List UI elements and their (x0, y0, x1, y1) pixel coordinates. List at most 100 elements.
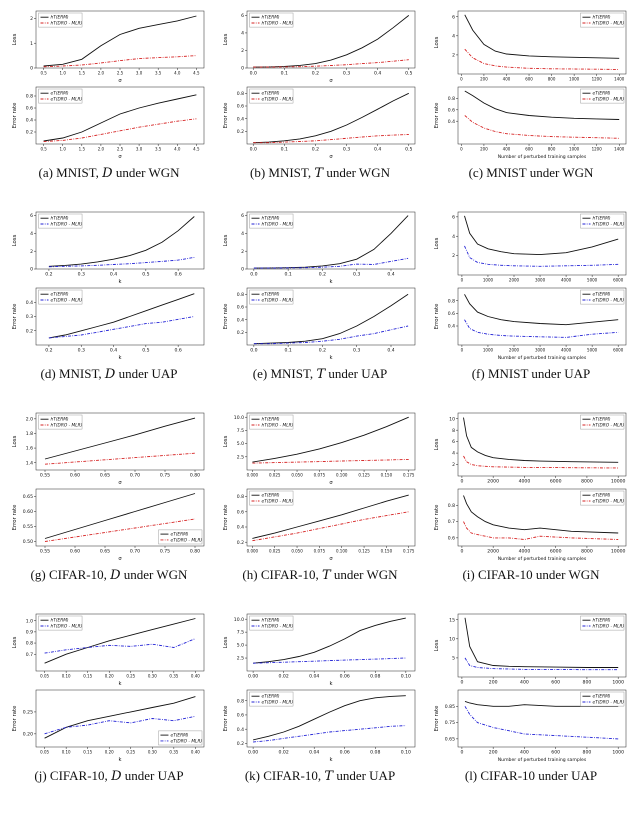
svg-text:Error rate: Error rate (12, 102, 18, 128)
series-DRO-MLR (253, 325, 409, 345)
svg-text:eT(ERM): eT(ERM) (51, 91, 69, 97)
svg-text:hT(ERM): hT(ERM) (262, 216, 280, 222)
svg-text:0.70: 0.70 (130, 473, 140, 479)
panel-caption-a: (a) MNIST, D under WGN (38, 165, 180, 181)
svg-text:5000: 5000 (587, 278, 598, 283)
svg-text:Error rate: Error rate (434, 504, 440, 530)
legend-box (249, 691, 294, 707)
svg-text:0.1: 0.1 (284, 272, 291, 278)
series-DRO-MLR (463, 455, 619, 469)
svg-text:1000: 1000 (569, 147, 580, 152)
svg-text:0.85: 0.85 (445, 704, 455, 710)
series-ERM (464, 700, 619, 707)
legend-box (38, 289, 83, 305)
svg-text:0.8: 0.8 (448, 96, 455, 102)
panel-caption-l: (l) CIFAR-10 under UAP (464, 768, 598, 783)
series-ERM (44, 493, 196, 539)
error-rate-chart-i: 0 2000 4000 6000 8000 10000 0.6 0.7 0.8 Error rat… (434, 488, 627, 562)
svg-text:eT(ERM): eT(ERM) (262, 292, 280, 298)
svg-text:0.075: 0.075 (314, 549, 326, 554)
series-ERM (43, 94, 197, 142)
svg-text:Loss: Loss (434, 438, 440, 450)
legend-box (249, 289, 294, 305)
svg-text:0.2: 0.2 (319, 348, 326, 354)
panel-j: 0.05 0.10 0.15 0.20 0.25 0.30 0.35 0.40 0.7 0.8 0.… (10, 611, 208, 784)
svg-text:hT(DRO - MLR): hT(DRO - MLR) (51, 423, 83, 429)
svg-text:1.0: 1.0 (60, 147, 67, 152)
series-ERM (48, 216, 195, 267)
svg-text:4: 4 (241, 31, 244, 37)
panel-caption-h: (h) CIFAR-10, T under WGN (242, 567, 398, 583)
svg-text:0: 0 (461, 278, 464, 283)
svg-text:0.00: 0.00 (248, 674, 258, 680)
svg-text:6: 6 (241, 13, 244, 19)
svg-text:0.150: 0.150 (381, 473, 393, 478)
svg-text:1000: 1000 (612, 680, 624, 686)
svg-text:0.35: 0.35 (169, 674, 178, 679)
svg-text:Loss: Loss (223, 234, 229, 246)
svg-text:1.8: 1.8 (26, 431, 33, 437)
svg-text:eT(ERM): eT(ERM) (262, 493, 280, 499)
svg-text:2.5: 2.5 (117, 71, 124, 76)
svg-text:Error rate: Error rate (434, 705, 440, 731)
svg-text:1400: 1400 (614, 147, 625, 152)
svg-text:4.5: 4.5 (193, 147, 200, 152)
svg-text:4000: 4000 (519, 549, 531, 555)
series-DRO-MLR (253, 59, 409, 68)
svg-text:0.10: 0.10 (401, 674, 411, 680)
svg-text:0.4: 0.4 (237, 525, 244, 531)
series-DRO-MLR (43, 118, 197, 143)
svg-text:0.06: 0.06 (340, 674, 350, 680)
svg-text:6000: 6000 (613, 278, 624, 283)
svg-text:σ: σ (118, 154, 122, 160)
svg-text:0.2: 0.2 (26, 130, 33, 136)
series-ERM (253, 293, 409, 345)
svg-text:k: k (118, 279, 121, 285)
svg-text:0.050: 0.050 (291, 549, 303, 554)
svg-text:1000: 1000 (569, 77, 580, 82)
svg-text:5: 5 (452, 656, 455, 662)
svg-text:0.7: 0.7 (448, 519, 455, 525)
svg-text:0.4: 0.4 (26, 118, 33, 124)
svg-text:eT(DRO - MLR): eT(DRO - MLR) (262, 499, 294, 505)
svg-text:200: 200 (489, 750, 498, 756)
series-DRO-MLR (253, 134, 409, 144)
svg-text:eT(ERM): eT(ERM) (592, 493, 610, 499)
svg-text:0.150: 0.150 (381, 549, 393, 554)
svg-text:200: 200 (489, 680, 498, 686)
loss-chart-f: 0 1000 2000 3000 4000 5000 6000 2 4 6 Loss hT(ERM)h… (434, 211, 627, 283)
legend-box (158, 730, 203, 746)
svg-text:10000: 10000 (611, 479, 626, 485)
svg-text:5.0: 5.0 (237, 643, 244, 649)
svg-text:Loss: Loss (12, 435, 18, 447)
panel-c: 0 200 400 600 800 1000 1200 1400 2 4 6 Loss hT(ERM) h… (432, 8, 630, 181)
svg-text:4: 4 (452, 451, 455, 457)
svg-text:0.25: 0.25 (126, 750, 135, 755)
svg-text:Error rate: Error rate (12, 705, 18, 731)
svg-text:4: 4 (30, 231, 33, 237)
svg-text:hT(ERM): hT(ERM) (51, 216, 69, 222)
svg-text:6000: 6000 (613, 348, 624, 353)
svg-text:800: 800 (583, 750, 592, 756)
svg-text:3.5: 3.5 (155, 71, 162, 76)
svg-text:0.8: 0.8 (26, 641, 33, 647)
svg-text:k: k (329, 279, 332, 285)
svg-text:eT(ERM): eT(ERM) (592, 292, 610, 298)
legend-box (580, 615, 625, 631)
svg-text:Number of perturbed training s: Number of perturbed training samples (498, 154, 587, 160)
svg-text:0.55: 0.55 (23, 524, 33, 530)
series-DRO-MLR (44, 452, 196, 465)
svg-text:200: 200 (480, 147, 488, 152)
loss-chart-i: 0 2000 4000 6000 8000 10000 2 4 6 8 10 Loss hT(ERM)h… (434, 412, 627, 485)
svg-text:0.2: 0.2 (237, 741, 244, 747)
svg-text:1000: 1000 (483, 278, 494, 283)
svg-text:1000: 1000 (612, 750, 624, 756)
svg-text:10000: 10000 (611, 549, 626, 555)
svg-text:7.5: 7.5 (237, 428, 244, 434)
svg-text:3.0: 3.0 (136, 71, 143, 76)
svg-text:hT(DRO - MLR): hT(DRO - MLR) (262, 222, 294, 228)
svg-text:eT(DRO - MLR): eT(DRO - MLR) (592, 499, 624, 505)
svg-text:hT(ERM): hT(ERM) (592, 417, 610, 423)
series-DRO-MLR (464, 706, 619, 740)
svg-text:0.2: 0.2 (26, 328, 33, 334)
